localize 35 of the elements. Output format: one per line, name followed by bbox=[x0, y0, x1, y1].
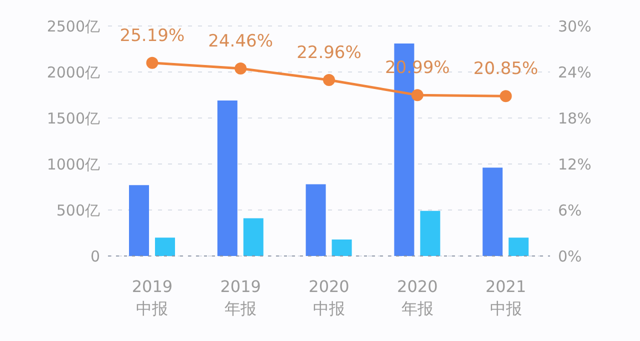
point bbox=[234, 62, 247, 74]
bar bbox=[243, 218, 264, 256]
y-tick-label: 2000亿 bbox=[46, 63, 100, 82]
bar bbox=[129, 185, 149, 256]
y2-tick-label: 12% bbox=[558, 155, 592, 174]
bar bbox=[306, 184, 326, 256]
data-label: 20.85% bbox=[473, 59, 538, 80]
x-tick-label: 2019 年报 bbox=[220, 277, 261, 318]
y-tick-label: 500亿 bbox=[56, 201, 100, 220]
bar bbox=[508, 238, 529, 256]
y-tick-label: 0 bbox=[90, 247, 100, 266]
bar bbox=[332, 239, 352, 256]
x-tick-label: 2021 中报 bbox=[485, 277, 526, 318]
bar bbox=[155, 238, 175, 256]
x-tick-label: 2020 中报 bbox=[308, 277, 350, 318]
point bbox=[323, 74, 335, 86]
y-tick-label: 1500亿 bbox=[46, 109, 100, 128]
bar bbox=[217, 100, 238, 256]
bar bbox=[420, 210, 440, 256]
y2-tick-label: 6% bbox=[558, 201, 582, 220]
y2-tick-label: 18% bbox=[558, 109, 592, 128]
bar bbox=[482, 168, 503, 256]
point bbox=[411, 89, 424, 102]
point bbox=[146, 56, 158, 69]
x-tick-label: 2020 年报 bbox=[397, 277, 438, 318]
y2-tick-label: 30% bbox=[558, 17, 592, 36]
y-tick-label: 2500亿 bbox=[46, 17, 100, 36]
data-label: 24.46% bbox=[208, 31, 274, 52]
data-label: 22.96% bbox=[296, 42, 362, 63]
y2-tick-label: 24% bbox=[558, 63, 592, 82]
x-tick-label: 2019 中报 bbox=[132, 277, 173, 318]
y2-tick-label: 0% bbox=[558, 247, 582, 266]
point bbox=[500, 90, 512, 102]
y-tick-label: 1000亿 bbox=[46, 155, 100, 174]
data-label: 25.19% bbox=[120, 26, 185, 46]
